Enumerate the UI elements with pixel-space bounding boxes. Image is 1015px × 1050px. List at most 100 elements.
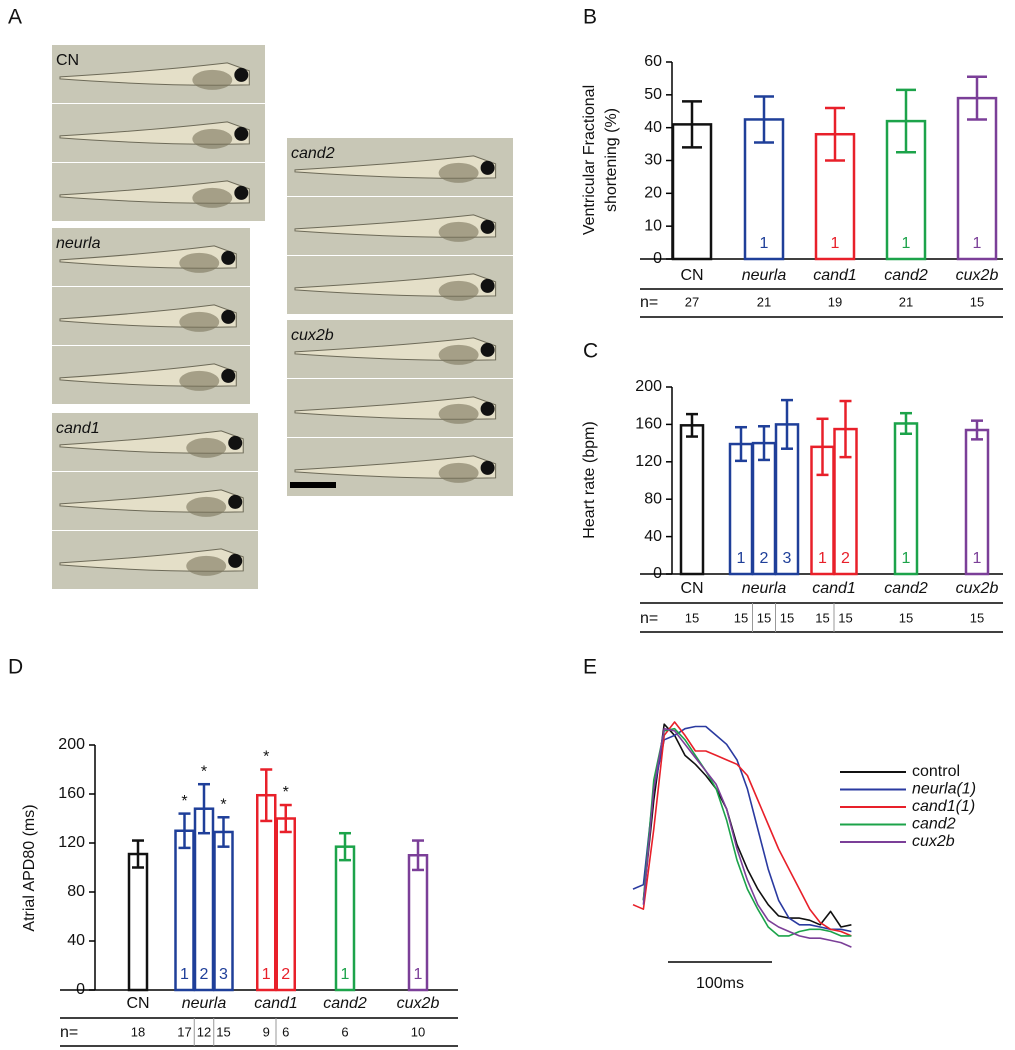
y-tick-label: 80 [67,883,85,900]
bar-label: 3 [783,550,792,567]
legend-label: control [912,763,960,780]
category-label: neurla [742,580,787,597]
bar-label: 2 [281,966,290,983]
n-value: 15 [734,610,748,625]
fish-eye [234,126,249,141]
fish-group-label: neurla [56,235,101,252]
fish-group-label: cand1 [56,420,100,437]
category-label: cux2b [956,267,999,284]
bar-label: 1 [973,550,982,567]
y-tick-label: 80 [644,490,662,507]
fish-eye [480,401,495,416]
fish-yolk [438,162,479,183]
n-value: 15 [970,294,984,309]
n-value: 27 [685,294,699,309]
n-value: 15 [780,610,794,625]
category-label: cand1 [812,580,856,597]
bar-label: 2 [200,966,209,983]
fish-yolk [179,311,220,332]
bar-label: 1 [760,235,769,252]
category-label: CN [126,995,149,1012]
bar-label: 1 [414,966,423,983]
fish-yolk [186,496,227,517]
fish-eye [221,309,236,324]
bar-label: 3 [219,966,228,983]
y-tick-label: 40 [644,528,662,545]
fish-yolk [186,437,227,458]
legend-label: neurla(1) [912,781,976,798]
fish-group-label: cux2b [291,327,334,344]
fish-group-label: cand2 [291,145,335,162]
error-bar [682,100,702,149]
fish-yolk [438,344,479,365]
y-tick-label: 60 [644,53,662,70]
y-tick-label: 20 [644,185,662,202]
bar-label: 1 [831,235,840,252]
fish-yolk [192,187,233,208]
bar-label: 1 [262,966,271,983]
n-label: n= [640,294,658,311]
category-label: cux2b [956,580,999,597]
n-value: 12 [197,1024,211,1039]
error-bar [217,816,230,848]
y-tick-label: 50 [644,86,662,103]
category-label: cand2 [884,580,928,597]
bar-label: 1 [341,966,350,983]
error-bar [896,88,916,154]
category-label: cand2 [323,995,367,1012]
bar-label: 2 [841,550,850,567]
trace [642,723,852,928]
error-bar [339,831,351,862]
bar-label: 2 [760,550,769,567]
fish-yolk [179,252,220,273]
category-label: CN [680,267,703,284]
bar-label: 1 [737,550,746,567]
trace [642,727,852,937]
y-tick-label: 200 [635,378,662,395]
significance-star: * [263,749,269,766]
fish-eye [480,278,495,293]
panel-letter: C [583,340,598,363]
error-bar [735,425,747,463]
fish-yolk [438,221,479,242]
n-value: 15 [815,610,829,625]
legend-label: cand1(1) [912,798,975,815]
fish-yolk [179,370,220,391]
bar-label: 1 [902,235,911,252]
fish-eye [480,460,495,475]
y-tick-label: 160 [635,416,662,433]
category-label: neurla [182,995,227,1012]
scale-bar [290,482,336,488]
category-label: cand1 [813,267,857,284]
n-value: 18 [131,1024,145,1039]
error-bar [198,782,210,835]
fish-eye [221,250,236,265]
trace [632,725,852,933]
n-value: 15 [838,610,852,625]
n-value: 15 [216,1024,230,1039]
panel-letter: B [583,6,597,29]
n-value: 6 [282,1024,289,1039]
fish-yolk [192,128,233,149]
panel-letter: E [583,656,597,679]
y-axis-label: shortening (%) [603,108,620,212]
n-value: 6 [341,1024,348,1039]
fish-eye [234,67,249,82]
significance-star: * [201,763,207,780]
error-bar [816,417,829,477]
n-value: 17 [177,1024,191,1039]
y-tick-label: 40 [67,932,85,949]
bar-label: 1 [180,966,189,983]
category-label: cux2b [397,995,440,1012]
n-value: 21 [899,294,913,309]
bar-label: 1 [902,550,911,567]
n-label: n= [60,1024,78,1041]
y-axis-label: Heart rate (bpm) [581,421,598,538]
category-label: cand2 [884,267,928,284]
error-bar [781,398,793,450]
error-bar [971,419,983,441]
n-value: 21 [757,294,771,309]
fish-yolk [438,403,479,424]
fish-yolk [438,280,479,301]
